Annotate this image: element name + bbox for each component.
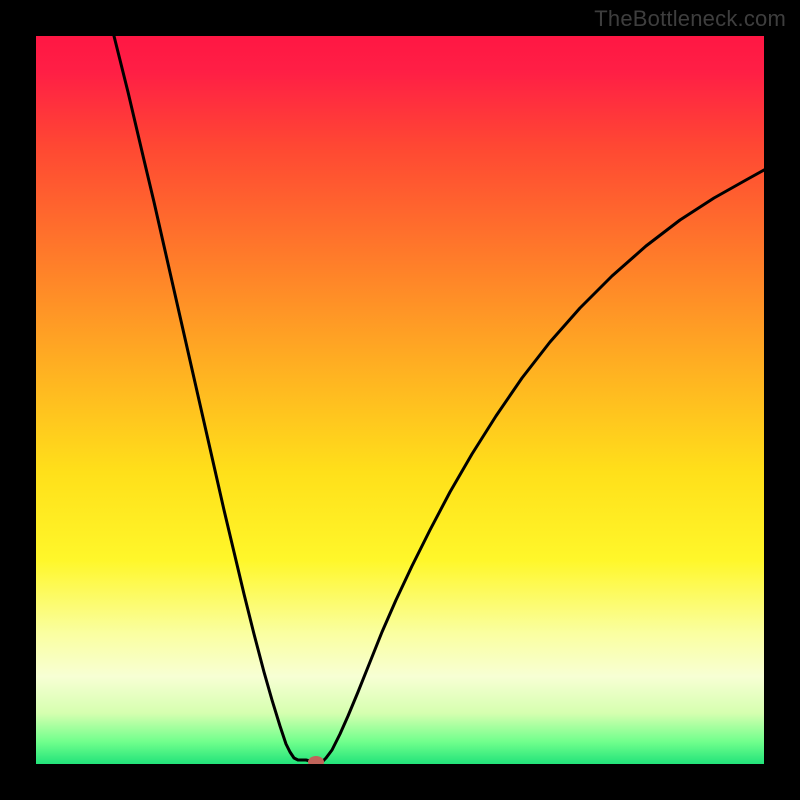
bottleneck-curve [114,36,764,764]
optimal-point-marker [308,756,324,764]
curve-overlay [36,36,764,764]
watermark-text: TheBottleneck.com [594,6,786,32]
plot-area [36,36,764,764]
